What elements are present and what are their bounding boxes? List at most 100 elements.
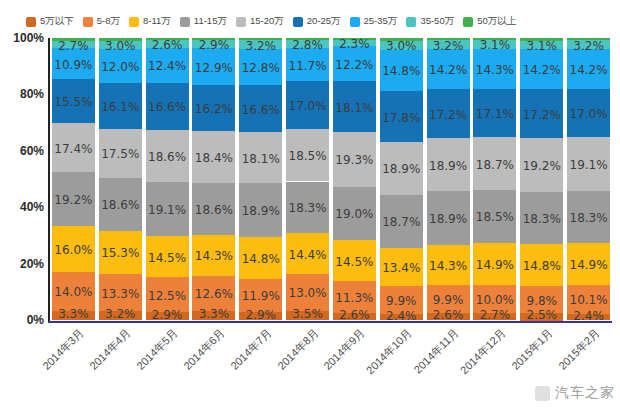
legend-item[interactable]: 5-8万 — [83, 15, 120, 28]
value-label: 19.2% — [48, 194, 99, 207]
value-label: 2.8% — [282, 39, 333, 52]
value-label: 18.9% — [423, 213, 474, 226]
value-label: 18.6% — [188, 204, 239, 217]
value-label: 15.3% — [95, 247, 146, 260]
legend-swatch — [463, 17, 473, 27]
value-label: 9.9% — [376, 295, 427, 308]
value-label: 13.3% — [95, 288, 146, 301]
stacked-bar-chart: 5万以下 5-8万 8-11万 11-15万 15-20万 20-25万 25-35万 35-… — [0, 0, 620, 413]
y-axis-line — [48, 38, 50, 323]
value-label: 16.0% — [48, 244, 99, 257]
y-axis-tick-label: 100% — [8, 32, 44, 45]
value-label: 18.7% — [469, 159, 520, 172]
legend-item[interactable]: 50万以上 — [463, 15, 516, 28]
value-label: 19.3% — [329, 154, 380, 167]
legend-swatch — [293, 17, 303, 27]
legend-label: 8-11万 — [143, 15, 171, 28]
value-label: 14.2% — [423, 64, 474, 77]
value-label: 3.1% — [469, 39, 520, 52]
value-label: 12.8% — [235, 62, 286, 75]
value-label: 18.9% — [235, 205, 286, 218]
value-label: 3.3% — [48, 308, 99, 321]
legend-label: 50万以上 — [477, 15, 516, 28]
value-label: 3.2% — [235, 40, 286, 53]
value-label: 16.2% — [188, 103, 239, 116]
legend-label: 35-50万 — [420, 15, 454, 28]
legend-swatch — [26, 17, 36, 27]
value-label: 18.1% — [235, 153, 286, 166]
value-label: 12.9% — [188, 62, 239, 75]
value-label: 16.1% — [95, 101, 146, 114]
value-label: 2.3% — [329, 38, 380, 51]
value-label: 3.3% — [188, 308, 239, 321]
watermark-text: 汽车之家 — [555, 384, 615, 402]
value-label: 11.9% — [235, 290, 286, 303]
value-label: 18.7% — [376, 216, 427, 229]
value-label: 14.2% — [563, 64, 614, 77]
value-label: 13.4% — [376, 262, 427, 275]
legend-swatch — [83, 17, 93, 27]
value-label: 3.2% — [423, 40, 474, 53]
legend-item[interactable]: 5万以下 — [26, 15, 74, 28]
value-label: 9.9% — [423, 294, 474, 307]
value-label: 10.0% — [469, 294, 520, 307]
legend-label: 5-8万 — [97, 15, 120, 28]
legend-item[interactable]: 20-25万 — [293, 15, 341, 28]
value-label: 18.6% — [95, 199, 146, 212]
value-label: 14.3% — [423, 260, 474, 273]
value-label: 18.5% — [469, 211, 520, 224]
value-label: 14.5% — [329, 256, 380, 269]
legend-swatch — [350, 17, 360, 27]
value-label: 2.7% — [48, 40, 99, 53]
value-label: 12.4% — [142, 60, 193, 73]
value-label: 14.8% — [235, 253, 286, 266]
value-label: 14.9% — [563, 259, 614, 272]
value-label: 18.3% — [282, 202, 333, 215]
value-label: 9.8% — [516, 295, 567, 308]
legend-label: 5万以下 — [40, 15, 74, 28]
value-label: 14.2% — [516, 64, 567, 77]
legend-item[interactable]: 11-15万 — [180, 15, 227, 28]
legend-label: 11-15万 — [194, 15, 227, 28]
legend-item[interactable]: 35-50万 — [406, 15, 454, 28]
value-label: 19.0% — [329, 208, 380, 221]
value-label: 17.4% — [48, 143, 99, 156]
y-axis-tick-label: 60% — [8, 145, 44, 158]
value-label: 17.5% — [95, 148, 146, 161]
value-label: 12.2% — [329, 59, 380, 72]
value-label: 10.9% — [48, 59, 99, 72]
value-label: 14.5% — [142, 252, 193, 265]
legend-swatch — [180, 17, 190, 27]
value-label: 2.6% — [142, 39, 193, 52]
chart-legend: 5万以下 5-8万 8-11万 11-15万 15-20万 20-25万 25-35万 35-… — [26, 15, 525, 28]
legend-item[interactable]: 25-35万 — [350, 15, 398, 28]
value-label: 16.6% — [235, 104, 286, 117]
value-label: 14.9% — [469, 259, 520, 272]
y-axis-tick-label: 40% — [8, 201, 44, 214]
value-label: 11.3% — [329, 292, 380, 305]
value-label: 18.9% — [376, 163, 427, 176]
value-label: 18.3% — [516, 213, 567, 226]
value-label: 10.1% — [563, 294, 614, 307]
legend-swatch — [406, 17, 416, 27]
y-axis-tick-label: 80% — [8, 88, 44, 101]
value-label: 18.5% — [282, 150, 333, 163]
value-label: 14.8% — [376, 65, 427, 78]
legend-item[interactable]: 8-11万 — [129, 15, 171, 28]
value-label: 14.4% — [282, 249, 333, 262]
value-label: 17.2% — [516, 109, 567, 122]
value-label: 19.1% — [142, 204, 193, 217]
legend-label: 15-20万 — [250, 15, 284, 28]
value-label: 18.9% — [423, 160, 474, 173]
value-label: 12.5% — [142, 290, 193, 303]
value-label: 15.5% — [48, 96, 99, 109]
value-label: 18.3% — [563, 212, 614, 225]
value-label: 17.8% — [376, 112, 427, 125]
autohome-logo-icon — [535, 386, 550, 401]
value-label: 3.5% — [282, 308, 333, 321]
value-label: 18.6% — [142, 151, 193, 164]
legend-item[interactable]: 15-20万 — [236, 15, 284, 28]
y-axis-tick-label: 20% — [8, 258, 44, 271]
value-label: 14.8% — [516, 260, 567, 273]
value-label: 17.2% — [423, 109, 474, 122]
